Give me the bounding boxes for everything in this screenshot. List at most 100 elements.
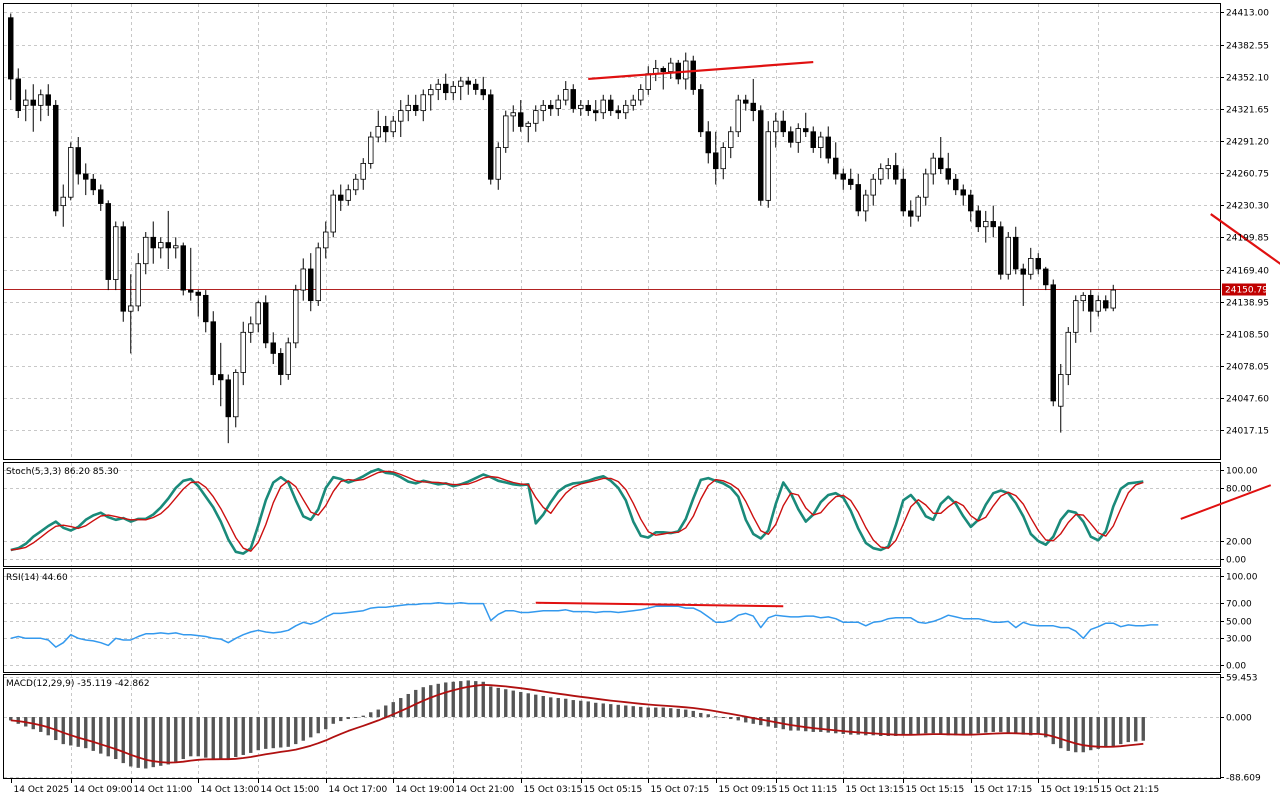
stoch-pane[interactable] bbox=[3, 462, 1221, 567]
macd-bar bbox=[961, 717, 965, 736]
macd-bar bbox=[61, 717, 65, 745]
stoch-trendline[interactable] bbox=[1180, 484, 1272, 520]
candle-body bbox=[855, 184, 861, 212]
candle-body bbox=[488, 94, 494, 180]
macd-bar bbox=[1014, 717, 1018, 734]
candle-body bbox=[930, 157, 936, 175]
candle-body bbox=[120, 226, 126, 312]
candle-body bbox=[165, 242, 171, 249]
macd-bar bbox=[676, 708, 680, 718]
trendlines[interactable] bbox=[588, 60, 1280, 284]
candle-body bbox=[225, 379, 231, 418]
macd-bar bbox=[661, 707, 665, 718]
macd-pane[interactable] bbox=[3, 674, 1221, 779]
macd-bar bbox=[931, 717, 935, 734]
macd-bar bbox=[226, 717, 230, 760]
candle-body bbox=[300, 268, 306, 291]
candle-body bbox=[660, 67, 666, 72]
macd-bar bbox=[534, 694, 538, 718]
candle-body bbox=[773, 120, 779, 133]
macd-bar bbox=[346, 717, 350, 720]
candle-body bbox=[158, 242, 164, 249]
candle-body bbox=[938, 157, 944, 170]
candle-body bbox=[285, 342, 291, 375]
candle-body bbox=[1035, 258, 1041, 270]
candle-body bbox=[420, 94, 426, 112]
candle-body bbox=[615, 110, 621, 114]
time-label: 15 Oct 03:15 bbox=[524, 785, 583, 795]
candle-body bbox=[563, 89, 569, 101]
candle-body bbox=[908, 210, 914, 217]
price-trendline[interactable] bbox=[1210, 213, 1280, 284]
candle-body bbox=[15, 78, 21, 112]
macd-bar bbox=[264, 717, 268, 749]
candle-body bbox=[728, 131, 734, 148]
macd-bar bbox=[459, 681, 463, 718]
time-label: 14 Oct 17:00 bbox=[329, 785, 388, 795]
candle-body bbox=[503, 115, 509, 148]
candle-body bbox=[383, 126, 389, 133]
macd-bar bbox=[526, 693, 530, 718]
macd-bar bbox=[894, 717, 898, 736]
candle-body bbox=[128, 305, 134, 312]
macd-bar bbox=[204, 717, 208, 758]
candle-body bbox=[465, 80, 471, 85]
candle-body bbox=[668, 62, 674, 72]
stochastic-lines bbox=[10, 467, 1272, 555]
candle-body bbox=[83, 173, 89, 180]
macd-bar bbox=[669, 708, 673, 718]
rsi-pane[interactable] bbox=[3, 568, 1221, 673]
macd-bar bbox=[181, 717, 185, 760]
macd-bar bbox=[1081, 717, 1085, 753]
candle-body bbox=[578, 104, 584, 109]
rsi-tick-label: 30.00 bbox=[1226, 635, 1252, 645]
macd-bar bbox=[451, 681, 455, 718]
candle-body bbox=[1095, 300, 1101, 312]
grid-lines bbox=[4, 4, 1220, 778]
candle-body bbox=[293, 289, 299, 344]
macd-bar bbox=[759, 717, 763, 726]
macd-bar bbox=[909, 717, 913, 735]
candle-body bbox=[803, 128, 809, 133]
macd-bar bbox=[369, 712, 373, 718]
main-tick-label: 24047.60 bbox=[1226, 395, 1269, 405]
candle-body bbox=[1058, 374, 1064, 407]
macd-bar bbox=[984, 717, 988, 733]
candle-body bbox=[870, 178, 876, 196]
main-pane[interactable] bbox=[3, 3, 1221, 460]
main-tick-label: 24199.85 bbox=[1226, 234, 1269, 244]
candle-body bbox=[825, 136, 831, 159]
candle-body bbox=[405, 104, 411, 112]
rsi-trendline[interactable] bbox=[535, 601, 784, 608]
candle-body bbox=[30, 99, 36, 106]
macd-bar bbox=[1036, 717, 1040, 734]
macd-bar bbox=[129, 717, 133, 767]
candle-body bbox=[570, 89, 576, 109]
candle-body bbox=[240, 331, 246, 373]
candle-body bbox=[188, 289, 194, 293]
rsi-label: RSI(14) 44.60 bbox=[6, 573, 68, 583]
macd-bar bbox=[234, 717, 238, 757]
macd-bar bbox=[46, 717, 50, 736]
candle-body bbox=[90, 178, 96, 191]
macd-bar bbox=[279, 717, 283, 748]
candle-body bbox=[1043, 268, 1049, 286]
time-label: 14 Oct 21:00 bbox=[456, 785, 515, 795]
candle-body bbox=[893, 165, 899, 180]
candle-body bbox=[330, 194, 336, 233]
candle-body bbox=[210, 321, 216, 375]
candle-body bbox=[1073, 300, 1079, 333]
macd-bar bbox=[969, 717, 973, 735]
candle-body bbox=[1088, 294, 1094, 312]
candle-body bbox=[765, 131, 771, 201]
macd-series bbox=[9, 680, 1145, 769]
macd-bar bbox=[976, 717, 980, 734]
macd-bar bbox=[1066, 717, 1070, 751]
price-trendline[interactable] bbox=[588, 60, 814, 81]
macd-bar bbox=[811, 717, 815, 732]
candle-body bbox=[518, 112, 524, 127]
macd-bar bbox=[1059, 717, 1063, 749]
time-label: 14 Oct 15:00 bbox=[261, 785, 320, 795]
macd-bar bbox=[856, 717, 860, 735]
candle-body bbox=[698, 89, 704, 133]
